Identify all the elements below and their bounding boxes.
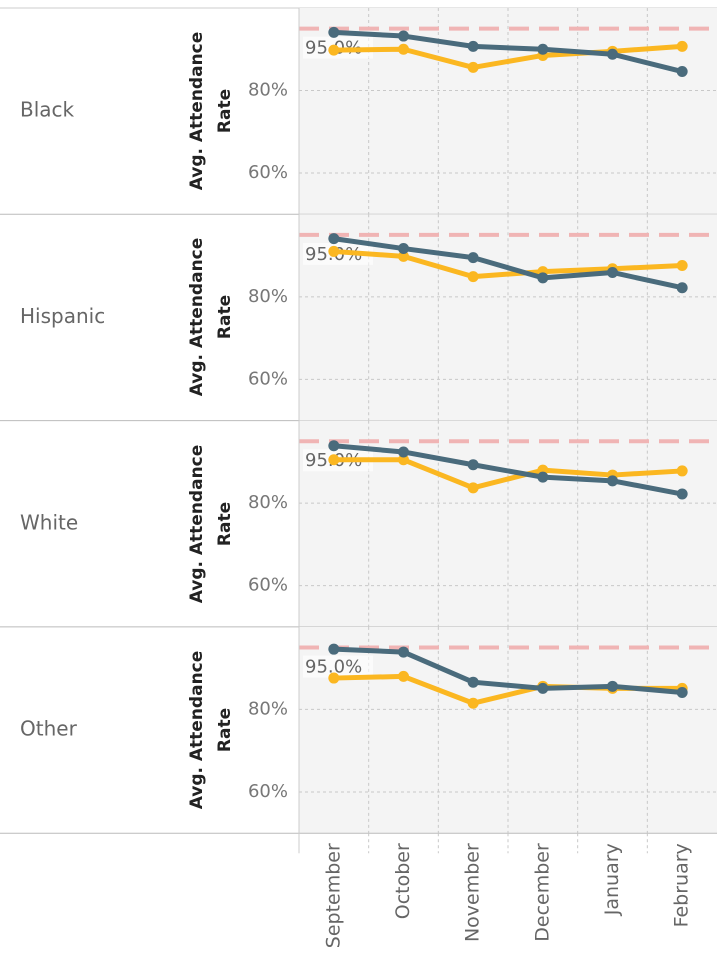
point [467, 40, 479, 52]
point [328, 44, 340, 56]
point [328, 643, 340, 655]
point [398, 30, 409, 42]
x-tick-label: December [531, 843, 553, 942]
point [328, 454, 340, 466]
row-label: White [20, 510, 78, 534]
y-tick-label: 60% [248, 162, 288, 183]
x-tick-label: October [392, 843, 414, 919]
point [328, 440, 340, 452]
point [467, 459, 479, 471]
point [328, 672, 340, 684]
row-label: Hispanic [20, 304, 105, 328]
x-tick-label: September [322, 843, 344, 948]
point [398, 250, 409, 262]
point [398, 243, 409, 255]
point [467, 697, 479, 709]
series-line [333, 457, 683, 491]
series-line [333, 443, 683, 497]
point [467, 61, 479, 73]
point [537, 43, 549, 55]
x-tick-label: February [671, 843, 693, 927]
point [398, 43, 409, 55]
series-line [333, 236, 683, 291]
point [398, 446, 409, 458]
point [328, 245, 340, 257]
y-tick-label: 60% [248, 368, 288, 389]
reference-label-bg [303, 655, 373, 678]
y-axis-title: Avg. Attendance Rate [187, 31, 235, 191]
series-line [333, 248, 683, 280]
point [398, 670, 409, 682]
point [676, 40, 688, 52]
point [537, 471, 549, 483]
y-axis-title: Avg. Attendance Rate [187, 444, 235, 604]
y-tick-label: 80% [248, 492, 288, 513]
point [607, 475, 618, 487]
reference-label: 95.0% [305, 657, 362, 678]
point [607, 48, 618, 60]
point [398, 454, 409, 466]
point [398, 646, 409, 658]
y-axis-title: Avg. Attendance Rate [187, 238, 235, 397]
row-label: Other [20, 717, 78, 741]
point [676, 282, 688, 294]
point [467, 252, 479, 264]
y-tick-label: 80% [248, 80, 288, 101]
row-label: Black [20, 98, 75, 122]
y-axis-title: Avg. Attendance Rate [187, 650, 235, 810]
point [328, 233, 340, 245]
point [467, 676, 479, 688]
point [676, 488, 688, 500]
point [676, 259, 688, 271]
series-line [333, 646, 683, 695]
series-line [333, 29, 683, 74]
x-tick-label: January [601, 843, 623, 916]
point [676, 66, 688, 78]
x-tick-label: November [462, 843, 484, 942]
point [676, 465, 688, 477]
point [537, 272, 549, 284]
point [607, 266, 618, 278]
point [467, 271, 479, 283]
series-line [333, 43, 683, 70]
y-tick-label: 60% [248, 575, 288, 596]
point [537, 682, 549, 694]
point [676, 687, 688, 699]
point [607, 680, 618, 692]
y-tick-label: 80% [248, 286, 288, 307]
y-tick-label: 60% [248, 781, 288, 802]
y-tick-label: 80% [248, 698, 288, 719]
point [328, 26, 340, 38]
point [467, 482, 479, 494]
